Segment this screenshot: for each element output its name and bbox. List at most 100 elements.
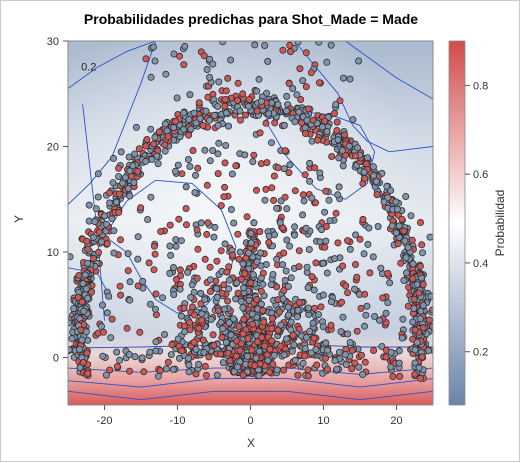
missed-shot-point	[362, 311, 370, 319]
missed-shot-point	[125, 350, 133, 358]
made-shot-point	[285, 80, 293, 88]
made-shot-point	[256, 129, 264, 137]
missed-shot-point	[279, 295, 287, 303]
missed-shot-point	[374, 222, 382, 230]
made-shot-point	[280, 249, 288, 257]
missed-shot-point	[364, 240, 372, 248]
missed-shot-point	[191, 171, 199, 179]
missed-shot-point	[185, 361, 193, 369]
missed-shot-point	[333, 365, 341, 373]
missed-shot-point	[413, 280, 421, 288]
missed-shot-point	[103, 309, 111, 317]
missed-shot-point	[416, 315, 424, 323]
missed-shot-point	[76, 363, 84, 371]
missed-shot-point	[174, 161, 182, 169]
missed-shot-point	[369, 163, 377, 171]
missed-shot-point	[306, 327, 314, 335]
x-axis-label: X	[247, 436, 255, 450]
missed-shot-point	[304, 304, 312, 312]
made-shot-point	[245, 96, 253, 104]
missed-shot-point	[206, 157, 214, 165]
missed-shot-point	[409, 260, 417, 268]
missed-shot-point	[184, 354, 192, 362]
made-shot-point	[268, 337, 276, 345]
missed-shot-point	[345, 142, 353, 150]
made-shot-point	[176, 52, 184, 60]
missed-shot-point	[400, 276, 408, 284]
made-shot-point	[338, 298, 346, 306]
missed-shot-point	[303, 263, 311, 271]
made-shot-point	[206, 287, 214, 295]
missed-shot-point	[192, 345, 200, 353]
made-shot-point	[251, 362, 259, 370]
missed-shot-point	[241, 151, 249, 159]
missed-shot-point	[319, 259, 327, 267]
missed-shot-point	[402, 192, 410, 200]
missed-shot-point	[355, 57, 363, 65]
missed-shot-point	[427, 292, 433, 300]
missed-shot-point	[68, 346, 73, 354]
missed-shot-point	[177, 312, 185, 320]
missed-shot-point	[159, 294, 167, 302]
contour-labels: 0.23	[81, 62, 96, 287]
made-shot-point	[126, 367, 134, 375]
missed-shot-point	[369, 253, 377, 261]
missed-shot-point	[79, 279, 87, 287]
missed-shot-point	[276, 219, 284, 227]
colorbar: 0.2 0.4 0.6 0.8 Probabilidad	[448, 40, 507, 406]
made-shot-point	[152, 290, 160, 298]
missed-shot-point	[395, 359, 403, 367]
made-shot-point	[134, 167, 142, 175]
missed-shot-point	[251, 41, 259, 49]
missed-shot-point	[415, 364, 423, 372]
colorbar-gradient	[448, 40, 466, 406]
made-shot-point	[135, 145, 143, 153]
missed-shot-point	[267, 281, 275, 289]
made-shot-point	[262, 119, 270, 127]
made-shot-point	[199, 336, 207, 344]
missed-shot-point	[222, 141, 230, 149]
missed-shot-point	[284, 303, 292, 311]
made-shot-point	[418, 241, 426, 249]
made-shot-point	[201, 362, 209, 370]
missed-shot-point	[284, 311, 292, 319]
missed-shot-point	[318, 226, 326, 234]
made-shot-point	[194, 245, 202, 253]
made-shot-point	[247, 279, 255, 287]
y-tick-label: 20	[47, 142, 59, 154]
missed-shot-point	[331, 255, 339, 263]
made-shot-point	[301, 352, 309, 360]
missed-shot-point	[290, 341, 298, 349]
made-shot-point	[270, 172, 278, 180]
made-shot-point	[366, 269, 374, 277]
missed-shot-point	[166, 269, 174, 277]
made-shot-point	[168, 341, 176, 349]
made-shot-point	[243, 213, 251, 221]
made-shot-point	[197, 300, 205, 308]
made-shot-point	[213, 257, 221, 265]
made-shot-point	[249, 320, 257, 328]
missed-shot-point	[190, 109, 198, 117]
made-shot-point	[304, 372, 312, 380]
made-shot-point	[294, 371, 302, 379]
made-shot-point	[164, 358, 172, 366]
missed-shot-point	[124, 185, 132, 193]
missed-shot-point	[110, 154, 118, 162]
missed-shot-point	[286, 242, 294, 250]
missed-shot-point	[337, 328, 345, 336]
made-shot-point	[361, 358, 369, 366]
made-shot-point	[221, 102, 229, 110]
made-shot-point	[307, 69, 315, 77]
missed-shot-point	[393, 205, 401, 213]
made-shot-point	[172, 117, 180, 125]
missed-shot-point	[126, 296, 134, 304]
made-shot-point	[409, 275, 417, 283]
missed-shot-point	[162, 365, 170, 373]
missed-shot-point	[253, 87, 261, 95]
made-shot-point	[265, 368, 273, 376]
made-shot-point	[233, 96, 241, 104]
missed-shot-point	[291, 231, 299, 239]
missed-shot-point	[270, 351, 278, 359]
made-shot-point	[344, 237, 352, 245]
missed-shot-point	[203, 66, 211, 74]
